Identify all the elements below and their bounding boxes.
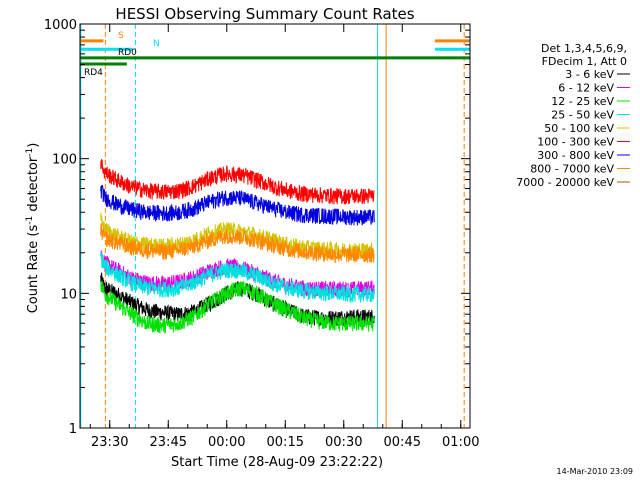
- y-tick-label-3: 1000: [44, 18, 77, 33]
- legend: Det 1,3,4,5,6,9,FDecim 1, Att 03 - 6 keV…: [516, 42, 630, 189]
- legend-header-1: FDecim 1, Att 0: [542, 55, 627, 68]
- y-axis-label-end: ): [26, 143, 41, 148]
- state-bar-layer: S N RD0 RD4: [80, 31, 470, 78]
- series-line-5: [100, 159, 375, 205]
- state-bar-label-0: S: [118, 31, 124, 41]
- legend-label-6: 300 - 800 keV: [537, 149, 614, 162]
- series-line-0: [100, 272, 375, 328]
- series-line-6: [100, 185, 375, 226]
- legend-label-1: 6 - 12 keV: [558, 82, 614, 95]
- chart-title: HESSI Observing Summary Count Rates: [115, 5, 414, 23]
- legend-label-8: 7000 - 20000 keV: [516, 176, 614, 189]
- y-axis: 1 10 100 1000: [44, 18, 470, 437]
- y-axis-label-main: Count Rate (s: [26, 225, 41, 314]
- x-tick-label-1: 23:45: [150, 435, 187, 450]
- state-bar-label-1: N: [153, 39, 160, 49]
- legend-label-5: 100 - 300 keV: [537, 136, 614, 149]
- x-axis-label: Start Time (28-Aug-09 23:22:22): [171, 455, 383, 470]
- legend-label-4: 50 - 100 keV: [544, 122, 614, 135]
- y-axis-label-sup2: -1: [25, 148, 35, 157]
- y-tick-label-1: 10: [60, 287, 77, 302]
- legend-label-3: 25 - 50 keV: [551, 109, 614, 122]
- state-bar-label-3: RD4: [84, 68, 103, 78]
- x-tick-label-0: 23:30: [91, 435, 128, 450]
- plot-frame: [79, 23, 471, 429]
- legend-label-2: 12 - 25 keV: [551, 95, 614, 108]
- x-axis: 23:30 23:45 00:00 00:15 00:30 00:45 01:00: [89, 24, 479, 450]
- x-tick-label-3: 00:15: [267, 435, 304, 450]
- state-bar-label-2: RD0: [118, 48, 137, 58]
- series-line-7: [100, 223, 375, 263]
- y-tick-label-2: 100: [52, 153, 77, 168]
- footer-date: 14-Mar-2010 23:09: [557, 467, 634, 476]
- y-axis-label-sup1: -1: [25, 216, 35, 225]
- x-tick-label-2: 00:00: [208, 435, 245, 450]
- series-layer: [100, 159, 375, 334]
- legend-label-0: 3 - 6 keV: [565, 68, 614, 81]
- x-tick-label-5: 00:45: [384, 435, 421, 450]
- series-line-2: [100, 280, 375, 334]
- markers-layer: [80, 24, 465, 428]
- y-tick-label-0: 1: [69, 422, 77, 437]
- legend-header-0: Det 1,3,4,5,6,9,: [541, 42, 627, 55]
- x-tick-label-6: 01:00: [442, 435, 479, 450]
- y-axis-label-mid: detector: [26, 156, 41, 216]
- series-line-3: [100, 252, 375, 303]
- x-tick-label-4: 00:30: [325, 435, 362, 450]
- y-axis-label: Count Rate (s-1 detector-1): [25, 143, 41, 314]
- legend-label-7: 800 - 7000 keV: [530, 163, 614, 176]
